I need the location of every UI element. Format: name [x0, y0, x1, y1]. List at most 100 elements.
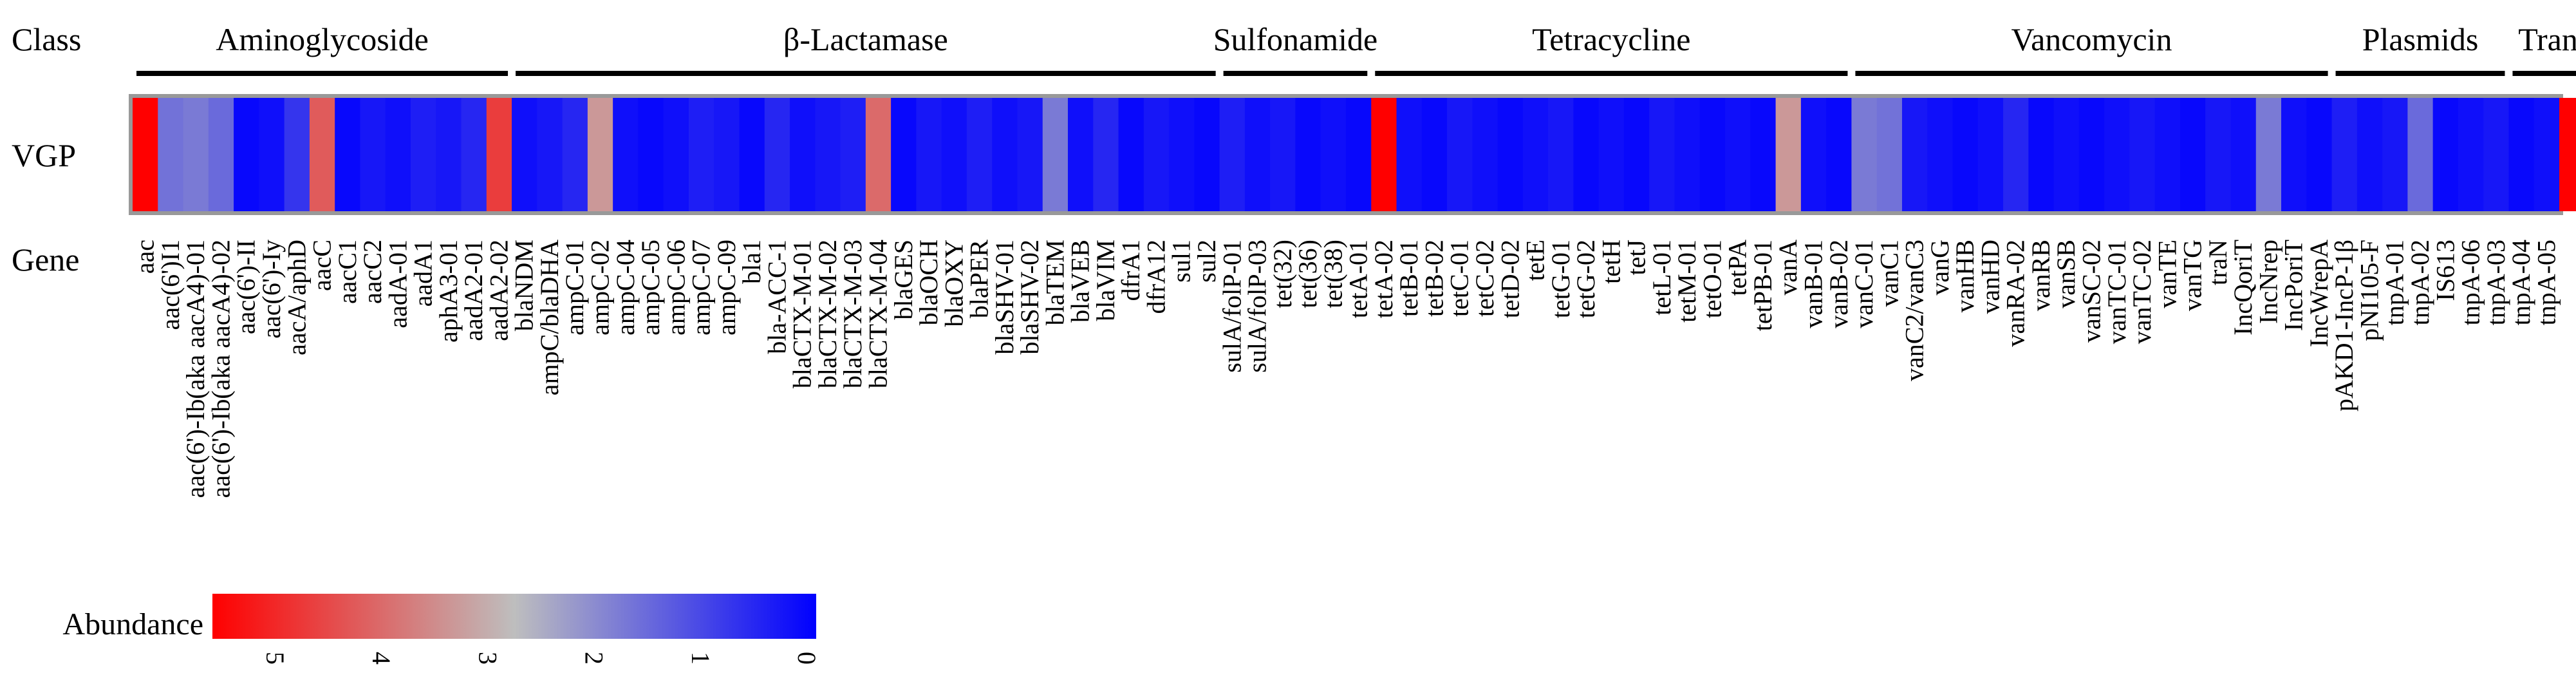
heatmap-cell [865, 98, 891, 211]
heatmap-cell [2559, 98, 2576, 211]
heatmap-cell [1396, 98, 1423, 211]
heatmap-cell [1725, 98, 1751, 211]
gene-label: blaPER [965, 240, 994, 319]
gene-label: aac(6')-Iy [257, 240, 286, 339]
legend-tick: 1 [686, 652, 715, 665]
gene-label: aac(6')-II [232, 240, 261, 334]
gene-label: vanB-02 [1824, 240, 1853, 328]
heatmap-cell [1371, 98, 1397, 211]
gene-label: vanG [1925, 240, 1954, 296]
gene-label: dfrA1 [1116, 240, 1145, 301]
gene-label: IncNrep [2254, 240, 2282, 324]
heatmap-cell [739, 98, 765, 211]
gene-label: tetE [1521, 240, 1550, 281]
heatmap-cell [1775, 98, 1802, 211]
heatmap-cell [1649, 98, 1675, 211]
gene-label: ampC-09 [712, 240, 741, 336]
gene-label: vanHD [1975, 240, 2004, 314]
class-label: β-Lactamase [783, 21, 948, 57]
heatmap-cell [385, 98, 411, 211]
gene-label: aadA-01 [383, 240, 412, 328]
class-label: Plasmids [2362, 21, 2479, 57]
heatmap-cell [638, 98, 664, 211]
gene-label: ampC-06 [661, 240, 690, 336]
heatmap-cell [1497, 98, 1524, 211]
gene-label: vanTG [2178, 240, 2207, 311]
gene-label: bla-ACC-1 [762, 240, 791, 354]
heatmap-cell [158, 98, 184, 211]
heatmap-cell [1118, 98, 1144, 211]
heatmap-cell [284, 98, 310, 211]
heatmap-cell [1244, 98, 1271, 211]
legend-tick: 4 [367, 652, 396, 665]
gene-label: tetA-02 [1369, 240, 1398, 318]
gene-label: sulA/folP-01 [1217, 240, 1246, 373]
gene-label: ampC-01 [560, 240, 589, 336]
gene-label: blaNDM [510, 240, 539, 331]
heatmap-cell [1270, 98, 1296, 211]
heatmap-cell [1421, 98, 1448, 211]
gene-label: tnpA-03 [2481, 240, 2510, 325]
gene-label: blaCTX-M-03 [838, 240, 867, 388]
gene-label: aacC [308, 240, 337, 291]
gene-label: tetJ [1622, 240, 1651, 276]
legend-ticks: 5 4 3 2 1 0 [261, 652, 821, 665]
legend: Abundance 5 4 3 2 1 0 [62, 594, 821, 665]
gene-label: blaGES [889, 240, 918, 319]
heatmap-cell [1699, 98, 1726, 211]
gene-label: aadA1 [409, 240, 438, 307]
heatmap-cell [1143, 98, 1170, 211]
gene-label: blaTEM [1040, 240, 1069, 325]
gene-label: vanA [1773, 240, 1802, 296]
gene-label: blaSHV-02 [1015, 240, 1044, 355]
heatmap-cell [410, 98, 436, 211]
heatmap-cell [2534, 98, 2560, 211]
gene-label: vanHB [1950, 240, 1979, 312]
legend-tick: 5 [261, 652, 290, 665]
gene-label: tetPB-01 [1748, 240, 1777, 331]
heatmap-cell [790, 98, 816, 211]
heatmap-cell [2230, 98, 2257, 211]
gene-label: tnpA-04 [2506, 240, 2535, 325]
gene-label: aacA/aphD [282, 240, 311, 355]
heatmap-cell [360, 98, 386, 211]
gene-label: vanTC-02 [2127, 240, 2156, 344]
heatmap-cell [764, 98, 790, 211]
heatmap-cell [1320, 98, 1347, 211]
gene-label: blaOXY [939, 240, 968, 327]
gene-label: traN [2203, 240, 2232, 285]
heatmap-cell [2179, 98, 2206, 211]
class-label: Aminoglycoside [216, 21, 429, 57]
gene-label: vanC-01 [1849, 240, 1878, 328]
gene-label: vanSB [2051, 240, 2080, 308]
gene-label: IncQoriT [2228, 240, 2257, 336]
gene-label: vanRA-02 [2001, 240, 2030, 347]
heatmap-cells [133, 98, 2576, 211]
gene-label: blaVIM [1091, 240, 1120, 321]
legend-title: Abundance [62, 607, 203, 641]
gene-label: IncWrepA [2304, 240, 2333, 347]
heatmap-cell [2432, 98, 2459, 211]
gene-label: aadA2-02 [484, 240, 513, 341]
class-label: Vancomycin [2011, 21, 2172, 57]
heatmap-cell [2407, 98, 2434, 211]
sample-row-title: VGP [12, 137, 76, 173]
heatmap-cell [2154, 98, 2181, 211]
heatmap-cell [1522, 98, 1549, 211]
heatmap-cell [309, 98, 335, 211]
gene-label: tetH [1596, 240, 1625, 284]
gene-label: sul1 [1167, 240, 1196, 283]
legend-colorbar [212, 594, 816, 639]
gene-label: tnpA-01 [2380, 240, 2409, 325]
gene-label: sulA/folP-03 [1243, 240, 1272, 373]
class-annotations: Aminoglycoside β-Lactamase Sulfonamide Tetr… [136, 21, 2576, 76]
gene-label: blaCTX-M-01 [788, 240, 817, 388]
heatmap-cell [133, 98, 158, 211]
gene-label: tetC-01 [1445, 240, 1474, 317]
gene-label: tetB-01 [1394, 240, 1423, 317]
gene-label: tet(38) [1318, 240, 1347, 308]
heatmap-cell [1851, 98, 1878, 211]
gene-label: vanB-01 [1799, 240, 1828, 328]
gene-label: tetM-01 [1672, 240, 1701, 323]
